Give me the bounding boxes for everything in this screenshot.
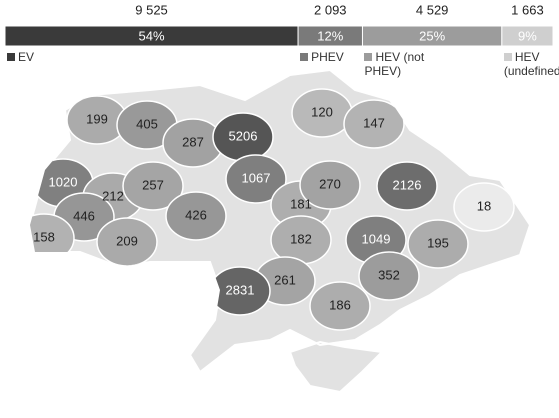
- share-label: 9%: [518, 28, 537, 43]
- bar-segment: [501, 25, 554, 47]
- legend-item: EV: [7, 50, 87, 64]
- region-labels: 199 405 287 5206 120 147 1020 212 257 1067 181 270 2…: [33, 104, 491, 312]
- region-label: 270: [319, 176, 341, 191]
- region-label: 1049: [362, 231, 391, 246]
- region: [122, 161, 184, 211]
- share-label: 54%: [139, 28, 165, 43]
- region-label: 199: [86, 111, 108, 126]
- value-label: 4 529: [416, 2, 449, 17]
- legend-label: EV: [18, 50, 35, 64]
- region: [225, 154, 287, 204]
- region-label: 257: [142, 177, 164, 192]
- region: [343, 99, 405, 149]
- region-label: 1020: [49, 174, 78, 189]
- region: [165, 191, 227, 241]
- region-label: 120: [311, 104, 333, 119]
- legend-swatch: [7, 53, 15, 61]
- share-label: 12%: [317, 28, 343, 43]
- region: [453, 182, 515, 232]
- region: [299, 160, 361, 210]
- share-label: 25%: [419, 28, 445, 43]
- region-label: 181: [290, 196, 312, 211]
- region-label: 446: [73, 208, 95, 223]
- region-label: 5206: [229, 128, 258, 143]
- region-label: 405: [136, 116, 158, 131]
- region: [309, 281, 371, 331]
- value-label: 1 663: [511, 2, 544, 17]
- region-label: 2126: [393, 177, 422, 192]
- region: [376, 161, 438, 211]
- region-label: 182: [290, 231, 312, 246]
- region-label: 261: [274, 272, 296, 287]
- region-label: 18: [477, 198, 491, 213]
- region-label: 212: [102, 188, 124, 203]
- value-label: 9 525: [135, 2, 168, 17]
- region: [358, 251, 420, 301]
- region-label: 209: [116, 233, 138, 248]
- region-label: 147: [363, 115, 385, 130]
- legend-label: HEV (not PHEV): [364, 50, 425, 78]
- legend-swatch: [503, 53, 512, 61]
- stacked-bar: 9 525 54% 2 093 12% 4 529 25% 1 663 9%: [4, 2, 554, 47]
- region-label: 1067: [242, 170, 271, 185]
- region-label: 186: [329, 297, 351, 312]
- legend-label: HEV (undefined): [503, 50, 559, 78]
- legend-item: HEV (undefined): [503, 50, 559, 78]
- legend-swatch: [300, 53, 309, 61]
- region-label: 287: [182, 134, 204, 149]
- legend-item: PHEV: [300, 50, 380, 64]
- value-label: 2 093: [314, 2, 347, 17]
- legend-label: PHEV: [311, 50, 344, 64]
- region-label: 352: [378, 267, 400, 282]
- region-label: 195: [427, 235, 449, 250]
- regions: [30, 88, 515, 331]
- legend-item: HEV (not PHEV): [364, 50, 444, 78]
- region: [407, 219, 469, 269]
- region-label: 2831: [226, 282, 255, 297]
- region-label: 158: [33, 229, 55, 244]
- legend-swatch: [364, 53, 373, 61]
- region-label: 426: [185, 207, 207, 222]
